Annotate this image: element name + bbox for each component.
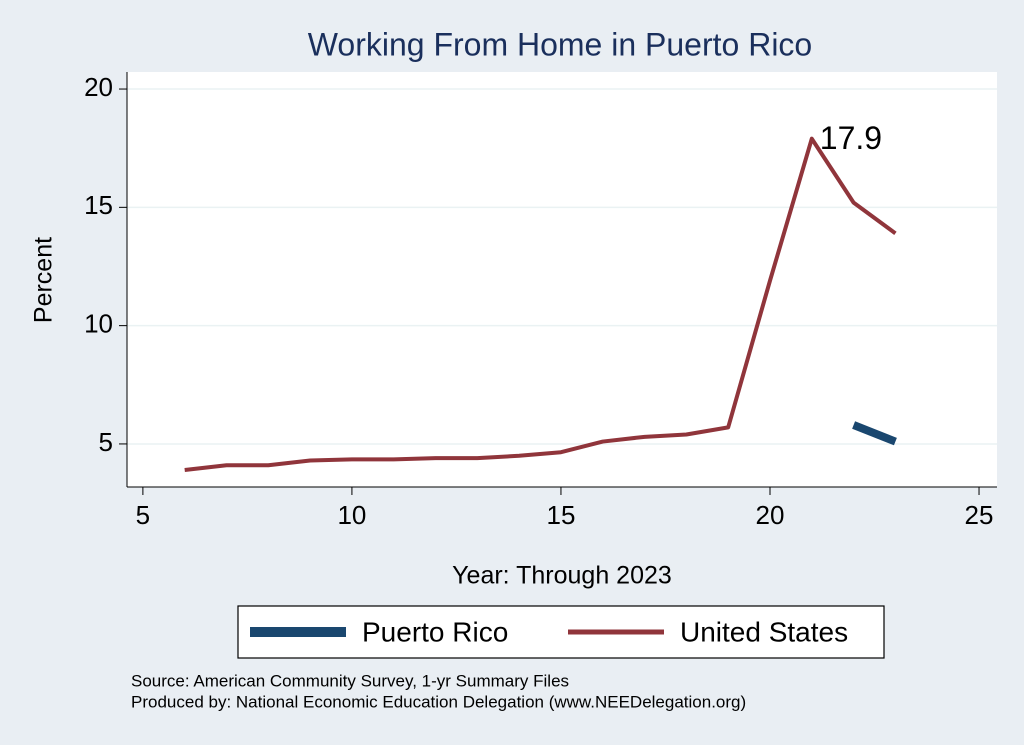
x-tick-label: 20 <box>756 500 785 530</box>
chart-title: Working From Home in Puerto Rico <box>308 26 812 62</box>
y-tick-label: 20 <box>84 72 113 102</box>
x-tick-label: 25 <box>965 500 994 530</box>
x-tick-label: 10 <box>337 500 366 530</box>
y-tick-label: 10 <box>84 309 113 339</box>
y-tick-label: 5 <box>99 427 113 457</box>
source-note: Source: American Community Survey, 1-yr … <box>131 671 569 690</box>
legend-label: United States <box>680 616 848 647</box>
x-tick-label: 15 <box>546 500 575 530</box>
legend-label: Puerto Rico <box>362 616 508 647</box>
series-line <box>184 136 897 472</box>
series-line <box>852 421 897 446</box>
producer-note: Produced by: National Economic Education… <box>131 692 746 711</box>
data-label: 17.9 <box>820 120 882 156</box>
y-tick-label: 15 <box>84 190 113 220</box>
x-axis-label: Year: Through 2023 <box>452 562 672 590</box>
plot-area <box>127 72 997 487</box>
y-axis-label: Percent <box>30 237 58 323</box>
x-tick-label: 5 <box>136 500 150 530</box>
